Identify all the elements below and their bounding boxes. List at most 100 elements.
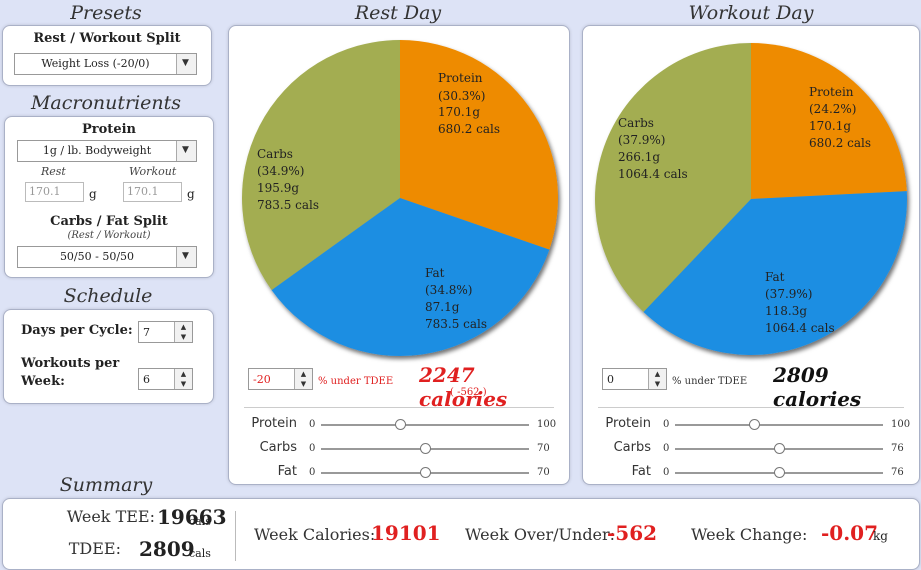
workout-protein-cals: 680.2 cals	[809, 136, 871, 150]
rest-slider-max: 100	[537, 419, 557, 430]
rest-slider-track[interactable]	[321, 424, 529, 426]
carbfat-select-value: 50/50 - 50/50	[59, 250, 135, 263]
rest-pie-chart: Protein (30.3%) 170.1g 680.2 cals Carbs …	[241, 40, 558, 357]
split-select[interactable]: Weight Loss (-20/0) ▼	[14, 53, 197, 75]
workout-slider-max: 76	[891, 443, 904, 454]
carbfat-label: Carbs / Fat Split	[50, 214, 168, 229]
chevron-down-icon[interactable]: ▼	[176, 247, 196, 267]
workout-slider-max: 100	[891, 419, 911, 430]
rest-slider-label-fat: Fat	[277, 464, 297, 479]
week-calories-value: 19101	[371, 521, 441, 545]
workout-slider-handle[interactable]	[774, 467, 785, 478]
spin-down-icon[interactable]: ▼	[648, 379, 666, 389]
workout-slider-handle[interactable]	[749, 419, 761, 430]
spin-down-icon[interactable]: ▼	[174, 379, 192, 389]
change-unit: kg	[873, 529, 888, 543]
chevron-down-icon[interactable]: ▼	[176, 54, 196, 74]
rest-slider-handle[interactable]	[395, 419, 407, 430]
rest-fat-pct: (34.8%)	[425, 283, 472, 297]
protein-label: Protein	[82, 122, 136, 137]
workout-pct-spinner[interactable]: 0 ▲ ▼	[602, 368, 667, 390]
tdee-value: 2809	[139, 537, 195, 561]
workout-label: Workout	[129, 165, 177, 178]
split-label: Rest / Workout Split	[33, 31, 181, 46]
rest-diff: ( -562 )	[450, 387, 487, 398]
rest-slider-max: 70	[537, 443, 550, 454]
rest-fat-name: Fat	[425, 266, 445, 280]
carbfat-select[interactable]: 50/50 - 50/50 ▼	[17, 246, 197, 268]
rest-pct-label: % under TDEE	[318, 376, 394, 387]
week-tee-value: 19663	[157, 505, 227, 529]
rest-protein-grams: 170.1g	[438, 105, 480, 119]
workout-slider-min: 0	[663, 467, 670, 478]
workout-slider-label-fat: Fat	[631, 464, 651, 479]
tdee-label: TDEE:	[68, 539, 121, 558]
rest-protein-pct: (30.3%)	[438, 89, 485, 103]
workout-panel: Protein (24.2%) 170.1g 680.2 cals Carbs …	[582, 25, 920, 485]
workout-grams-input[interactable]: 170.1	[123, 182, 182, 202]
days-spinner[interactable]: 7 ▲ ▼	[138, 321, 193, 343]
workout-slice-protein	[751, 43, 907, 199]
workouts-label: Workouts per Week:	[21, 356, 120, 389]
workout-slider-track[interactable]	[675, 424, 883, 426]
workout-slider-label-carbs: Carbs	[613, 440, 651, 455]
workout-calories: 2809 calories	[773, 363, 862, 411]
tdee-unit: cals	[189, 547, 211, 560]
workout-grams-unit: g	[187, 187, 195, 201]
schedule-title: Schedule	[63, 285, 153, 307]
rest-slider-max: 70	[537, 467, 550, 478]
days-label: Days per Cycle:	[21, 323, 133, 338]
rest-label: Rest	[41, 165, 66, 178]
days-value: 7	[143, 326, 150, 339]
workout-slider-handle[interactable]	[774, 443, 785, 454]
protein-select-value: 1g / lb. Bodyweight	[42, 144, 152, 157]
week-tee-unit: cals	[189, 515, 211, 528]
workout-slice-carbs	[595, 42, 751, 313]
spin-down-icon[interactable]: ▼	[294, 379, 312, 389]
workout-title: Workout Day	[688, 2, 814, 24]
over-under-value: -562	[607, 521, 658, 545]
protein-select[interactable]: 1g / lb. Bodyweight ▼	[17, 140, 197, 162]
over-under-label: Week Over/Under:	[465, 525, 616, 544]
workout-fat-name: Fat	[765, 270, 785, 284]
carbfat-sub: (Rest / Workout)	[67, 230, 151, 241]
rest-slice-protein	[400, 40, 558, 250]
change-value: -0.07	[821, 521, 879, 545]
workout-carbs-grams: 266.1g	[618, 150, 660, 164]
workout-slice-fat	[643, 191, 907, 356]
rest-slider-min: 0	[309, 467, 316, 478]
rest-carbs-pct: (34.9%)	[257, 164, 304, 178]
summary-divider	[235, 511, 236, 561]
rest-slider-label-protein: Protein	[251, 416, 297, 431]
workout-carbs-cals: 1064.4 cals	[618, 167, 688, 181]
workout-pct-value: 0	[607, 373, 614, 386]
chevron-down-icon[interactable]: ▼	[176, 141, 196, 161]
workout-fat-pct: (37.9%)	[765, 287, 812, 301]
rest-title: Rest Day	[354, 2, 442, 24]
workout-slider-label-protein: Protein	[605, 416, 651, 431]
workouts-spinner[interactable]: 6 ▲ ▼	[138, 368, 193, 390]
week-tee-label: Week TEE:	[66, 507, 155, 526]
rest-slice-carbs	[241, 40, 400, 291]
rest-carbs-grams: 195.9g	[257, 181, 299, 195]
summary-title: Summary	[59, 474, 153, 496]
workout-slider-max: 76	[891, 467, 904, 478]
split-select-value: Weight Loss (-20/0)	[41, 57, 150, 70]
schedule-panel: Days per Cycle: 7 ▲ ▼ Workouts per Week:…	[3, 309, 214, 404]
rest-pct-spinner[interactable]: -20 ▲ ▼	[248, 368, 313, 390]
rest-protein-name: Protein	[438, 71, 483, 85]
rest-fat-cals: 783.5 cals	[425, 317, 487, 331]
workout-slider-min: 0	[663, 443, 670, 454]
workout-carbs-name: Carbs	[618, 116, 654, 130]
rest-slider-handle[interactable]	[420, 467, 431, 478]
rest-grams-input[interactable]: 170.1	[25, 182, 84, 202]
change-label: Week Change:	[691, 525, 808, 544]
rest-slider-label-carbs: Carbs	[259, 440, 297, 455]
spin-down-icon[interactable]: ▼	[174, 332, 192, 342]
workout-pct-label: % under TDEE	[672, 376, 748, 387]
rest-slider-handle[interactable]	[420, 443, 431, 454]
workout-slider-min: 0	[663, 419, 670, 430]
presets-title: Presets	[70, 2, 142, 24]
workout-pie-chart: Protein (24.2%) 170.1g 680.2 cals Carbs …	[595, 42, 907, 356]
summary-panel: Week TEE: 19663 cals TDEE: 2809 cals Wee…	[2, 498, 920, 570]
